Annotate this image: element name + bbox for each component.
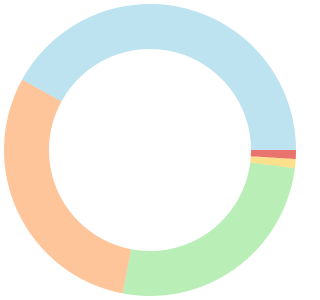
donut-segment [250,156,296,169]
donut-segment [122,162,295,296]
donut-segment [4,79,132,294]
donut-segment [250,150,296,160]
chart [4,4,296,296]
donut-segment [22,4,296,150]
